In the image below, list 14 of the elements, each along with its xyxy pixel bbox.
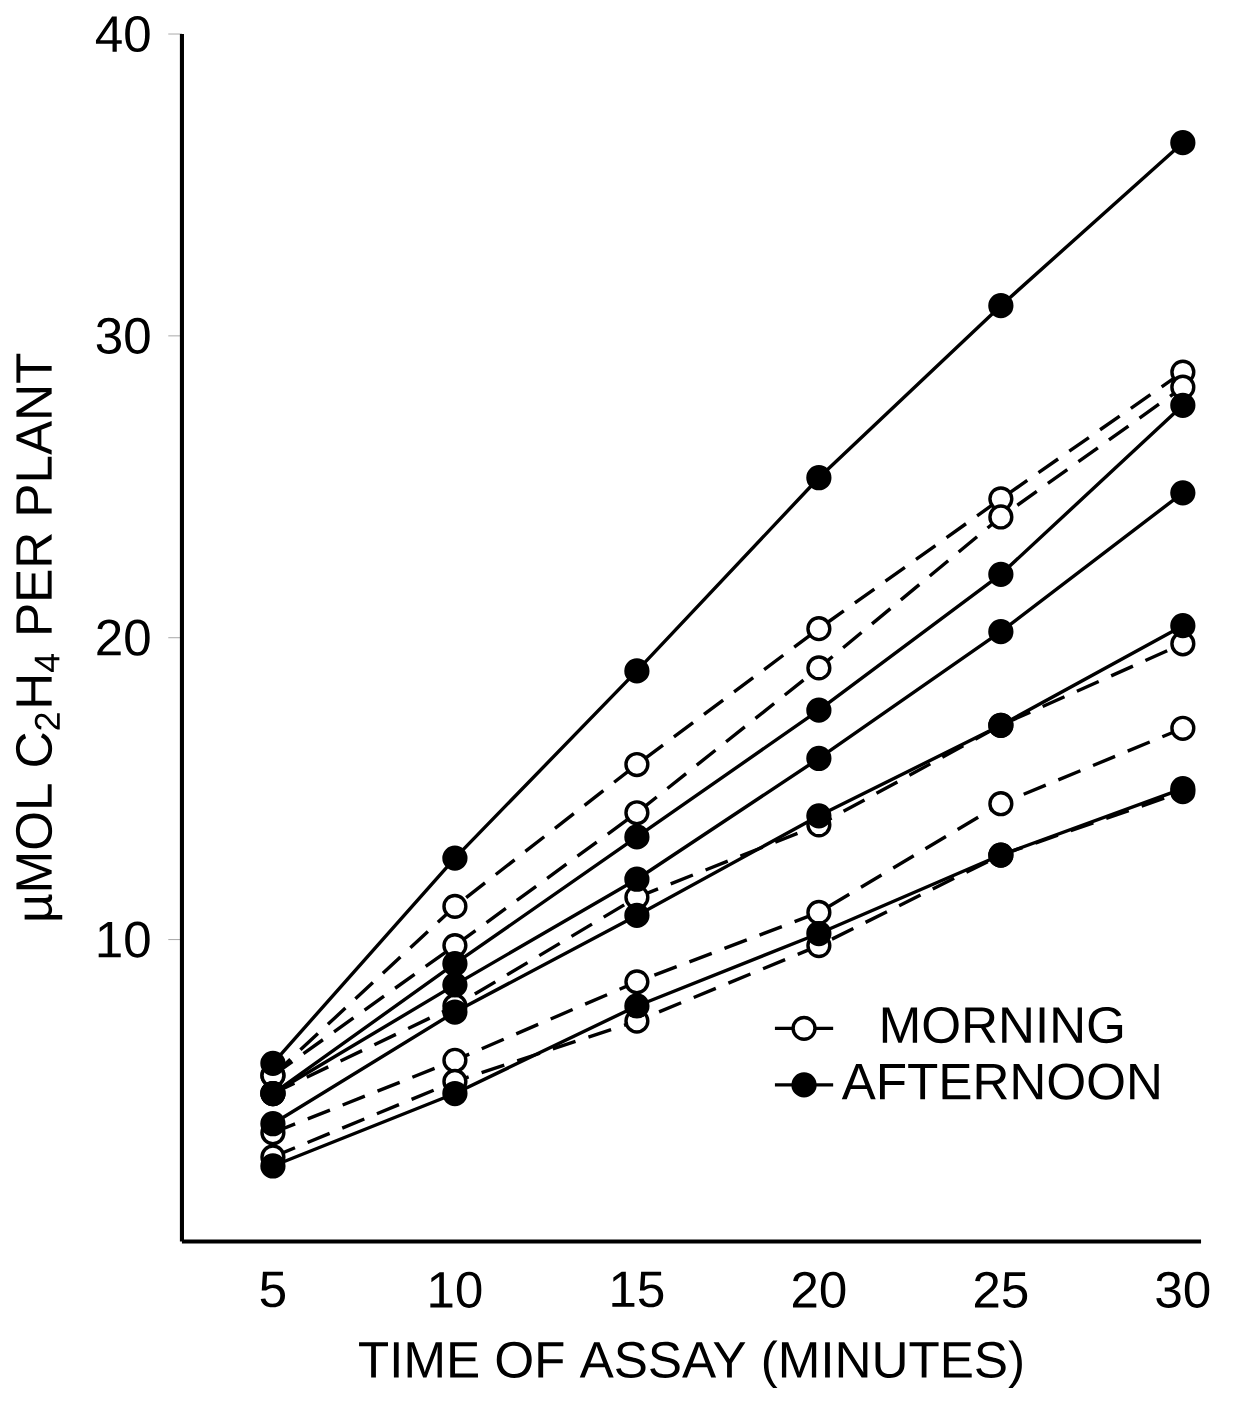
x-tick-label: 5 xyxy=(260,1271,286,1308)
y-tick-label: 30 xyxy=(96,317,150,354)
x-tick-label: 15 xyxy=(612,1271,664,1308)
x-tick-label: 20 xyxy=(793,1271,846,1308)
y-axis-title: µMOL C$_{2}$H$_{4}$ PER PLANT xyxy=(15,353,63,920)
legend-label: AFTERNOON xyxy=(841,1063,1159,1100)
x-tick-label: 30 xyxy=(1156,1271,1210,1308)
y-tick-label: 10 xyxy=(98,921,150,958)
y-tick-label: 20 xyxy=(97,619,150,656)
x-tick-label: 10 xyxy=(430,1271,482,1308)
legend-label: MORNING xyxy=(882,1006,1123,1044)
x-tick-label: 25 xyxy=(975,1271,1028,1308)
x-axis-title: TIME OF ASSAY (MINUTES) xyxy=(359,1340,1022,1389)
y-tick-label: 40 xyxy=(96,15,150,53)
